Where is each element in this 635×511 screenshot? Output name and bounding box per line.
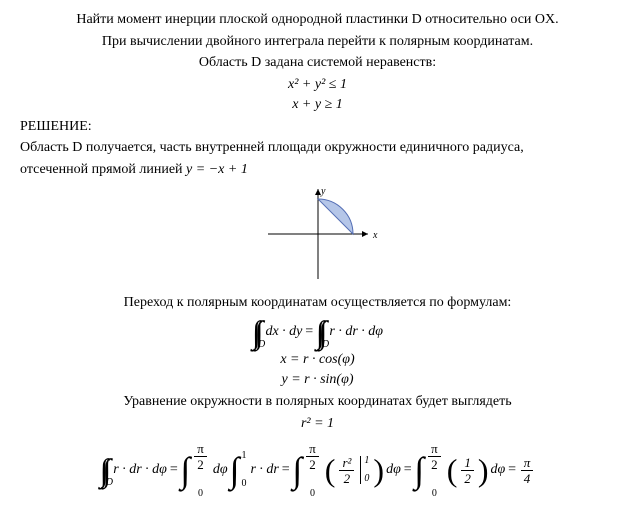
pi-over-4: π 4 — [521, 456, 534, 485]
rdr-text: r · dr — [250, 462, 278, 478]
two-den: 2 — [344, 471, 351, 485]
region-d-sub: D — [258, 340, 259, 350]
double-integral-icon-2: ∫∫D — [316, 316, 322, 348]
integral-icon-2: ∫ — [230, 452, 240, 488]
problem-line-3: Область D задана системой неравенств: — [20, 53, 615, 73]
pi-num-2: π — [306, 442, 319, 457]
half-num: 1 — [461, 456, 474, 471]
rdrdphi-text-2: r · dr · dφ — [113, 462, 167, 478]
pi4-num: π — [521, 456, 534, 471]
inequality-1: x² + y² ≤ 1 — [20, 77, 615, 93]
polar-x-eq: x = r · cos(φ) — [20, 352, 615, 368]
final-integral-eq: ∫∫D r · dr · dφ = ∫ π2 0 dφ ∫ 1 0 r · dr… — [20, 442, 615, 499]
int-bounds-3: π2 0 — [304, 442, 321, 499]
rparen-1: ) — [373, 454, 384, 486]
int-bounds-2: 1 0 — [241, 451, 246, 489]
zero-3: 0 — [304, 489, 321, 499]
dphi-2: dφ — [386, 462, 401, 478]
eq-sign-3: = — [281, 462, 290, 478]
pi-num-3: π — [428, 442, 441, 457]
solution-heading: РЕШЕНИЕ: — [20, 117, 615, 137]
r2-over-2: r² 2 — [339, 456, 354, 485]
one-1: 1 — [241, 451, 246, 461]
eq-sign-4: = — [403, 462, 412, 478]
eq-sign-5: = — [507, 462, 516, 478]
region-d-sub-2: D — [322, 340, 323, 350]
eq-sign-1: = — [304, 324, 313, 340]
zero-2: 0 — [241, 479, 246, 489]
polar-y-eq: y = r · sin(φ) — [20, 372, 615, 388]
zero-4: 0 — [426, 489, 443, 499]
pi-den: 2 — [197, 457, 204, 471]
double-integral-icon: ∫∫D — [252, 316, 258, 348]
int-bounds-4: π2 0 — [426, 442, 443, 499]
eval-top: 1 — [364, 456, 369, 466]
problem-line-1: Найти момент инерции плоской однородной … — [20, 10, 615, 30]
polar-intro: Переход к полярным координатам осуществл… — [20, 293, 615, 313]
pi-den-3: 2 — [431, 457, 438, 471]
axis-x-label: x — [372, 230, 378, 241]
r2-num: r² — [339, 456, 354, 471]
zero-1: 0 — [192, 489, 209, 499]
solution-text-a: Область D получается, часть внутренней п… — [20, 138, 615, 158]
integral-icon-3: ∫ — [292, 452, 302, 488]
eval-bar: 1 0 — [360, 456, 369, 484]
axis-y-label: y — [320, 186, 326, 197]
solution-text-b-eq: y = −x + 1 — [186, 162, 248, 177]
problem-line-2: При вычислении двойного интеграла перейт… — [20, 32, 615, 52]
pi4-den: 4 — [524, 471, 531, 485]
int-bounds-1: π2 0 — [192, 442, 209, 499]
dphi-1: dφ — [213, 462, 228, 478]
region-diagram: x y — [20, 184, 615, 289]
dphi-3: dφ — [491, 462, 506, 478]
rdrdphi-text: r · dr · dφ — [329, 324, 383, 340]
pi-den-2: 2 — [309, 457, 316, 471]
region-d-sub-3: D — [106, 478, 107, 488]
half-den: 2 — [464, 471, 471, 485]
lparen-2: ( — [447, 454, 458, 486]
pi-num: π — [194, 442, 207, 457]
rparen-2: ) — [478, 454, 489, 486]
double-integral-icon-3: ∫∫D — [100, 454, 106, 486]
circle-eq: r² = 1 — [20, 416, 615, 432]
circle-eq-intro: Уравнение окружности в полярных координа… — [20, 392, 615, 412]
problem-line-3-text: Область D задана системой неравенств: — [199, 55, 436, 70]
solution-text-b-prefix: отсеченной прямой линией — [20, 162, 186, 177]
eq-sign-2: = — [169, 462, 178, 478]
lparen-1: ( — [325, 454, 336, 486]
dxdy-text: dx · dy — [265, 324, 302, 340]
polar-transform-eq: ∫∫D dx · dy = ∫∫D r · dr · dφ — [20, 316, 615, 348]
one-half: 1 2 — [461, 456, 474, 485]
integral-icon-4: ∫ — [414, 452, 424, 488]
solution-text-b: отсеченной прямой линией y = −x + 1 — [20, 160, 615, 180]
eval-bot: 0 — [364, 474, 369, 484]
inequality-2: x + y ≥ 1 — [20, 97, 615, 113]
integral-icon: ∫ — [180, 452, 190, 488]
